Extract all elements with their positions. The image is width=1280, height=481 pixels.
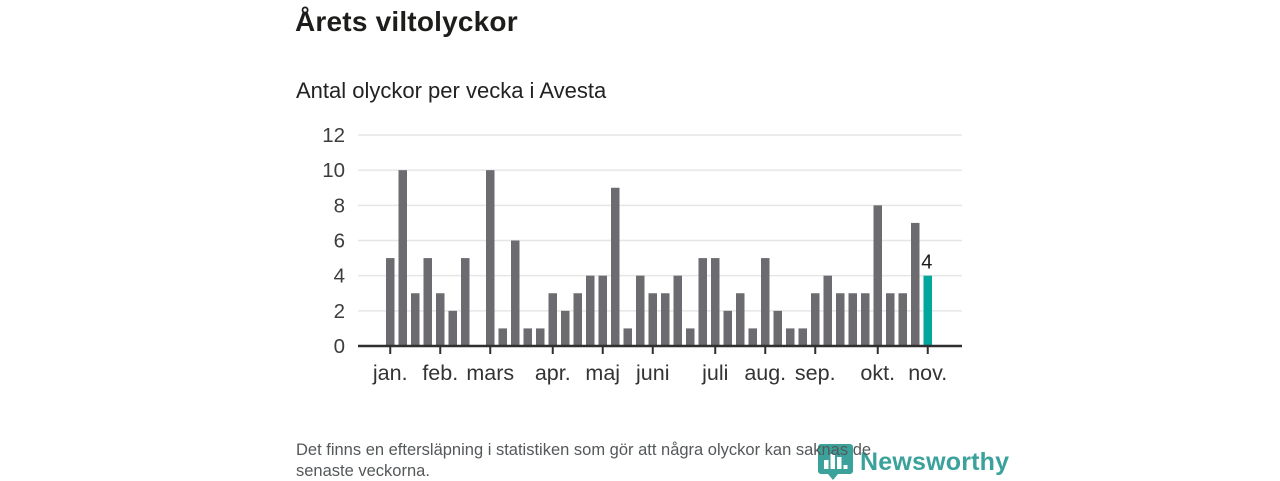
x-axis-tick-label: okt. bbox=[860, 361, 895, 385]
bar-week bbox=[699, 258, 708, 346]
bar-week bbox=[749, 328, 758, 346]
y-axis-tick-label: 12 bbox=[322, 124, 345, 147]
y-axis-tick-label: 8 bbox=[334, 194, 345, 217]
x-axis-tick-label: mars bbox=[466, 361, 514, 385]
bar-week bbox=[611, 188, 620, 346]
bar-week bbox=[636, 276, 645, 346]
x-axis-tick-label: juli bbox=[701, 361, 728, 385]
x-axis-tick-label: sep. bbox=[795, 361, 836, 385]
bar-week bbox=[649, 293, 658, 346]
bar-week bbox=[449, 311, 458, 346]
bar-week bbox=[811, 293, 820, 346]
bar-week bbox=[561, 311, 570, 346]
bar-week bbox=[786, 328, 795, 346]
bar-week bbox=[799, 328, 808, 346]
bar-week bbox=[824, 276, 833, 346]
bar-week bbox=[599, 276, 608, 346]
bar-week bbox=[774, 311, 783, 346]
bar-week bbox=[711, 258, 720, 346]
bar-week bbox=[674, 276, 683, 346]
bar-week bbox=[399, 170, 408, 346]
bar-week bbox=[461, 258, 470, 346]
x-axis-tick-label: aug. bbox=[744, 361, 786, 385]
bar-week bbox=[624, 328, 633, 346]
bar-week bbox=[574, 293, 583, 346]
bar-week bbox=[899, 293, 908, 346]
bar-week bbox=[549, 293, 558, 346]
highlight-value-label: 4 bbox=[921, 252, 932, 274]
chart-subtitle: Antal olyckor per vecka i Avesta bbox=[296, 78, 606, 104]
x-axis-tick-label: feb. bbox=[422, 361, 458, 385]
bar-week bbox=[661, 293, 670, 346]
x-axis-tick-label: apr. bbox=[535, 361, 571, 385]
bar-week-highlight bbox=[924, 276, 933, 346]
x-axis-tick-label: jan. bbox=[372, 361, 408, 385]
x-axis-tick-label: maj bbox=[585, 361, 620, 385]
bar-week bbox=[536, 328, 545, 346]
bar-week bbox=[736, 293, 745, 346]
bar-week bbox=[686, 328, 695, 346]
bar-week bbox=[761, 258, 770, 346]
x-axis-tick-label: juni bbox=[635, 361, 669, 385]
bar-week bbox=[436, 293, 445, 346]
footer-disclaimer-line2: senaste veckorna. bbox=[296, 461, 986, 481]
bar-week bbox=[411, 293, 420, 346]
bar-week bbox=[424, 258, 433, 346]
bar-week bbox=[849, 293, 858, 346]
bar-week bbox=[836, 293, 845, 346]
y-axis-tick-label: 0 bbox=[334, 335, 345, 358]
bar-week bbox=[511, 241, 520, 347]
footer-disclaimer-line1: Det finns en eftersläpning i statistiken… bbox=[296, 440, 986, 461]
bar-week bbox=[586, 276, 595, 346]
y-axis-tick-label: 4 bbox=[334, 265, 345, 288]
chart-title: Årets viltolyckor bbox=[295, 6, 518, 38]
y-axis-tick-label: 2 bbox=[334, 300, 345, 323]
bar-week bbox=[524, 328, 533, 346]
bar-week bbox=[486, 170, 495, 346]
y-axis-tick-label: 6 bbox=[334, 230, 345, 253]
bar-week bbox=[886, 293, 895, 346]
bar-week bbox=[499, 328, 508, 346]
y-axis-tick-label: 10 bbox=[322, 159, 345, 182]
bar-week bbox=[861, 293, 870, 346]
bar-week bbox=[911, 223, 920, 346]
x-axis-tick-label: nov. bbox=[908, 361, 947, 385]
bar-week bbox=[724, 311, 733, 346]
bar-week bbox=[874, 205, 883, 346]
footer-disclaimer: Det finns en eftersläpning i statistiken… bbox=[296, 440, 986, 481]
bar-week bbox=[386, 258, 395, 346]
